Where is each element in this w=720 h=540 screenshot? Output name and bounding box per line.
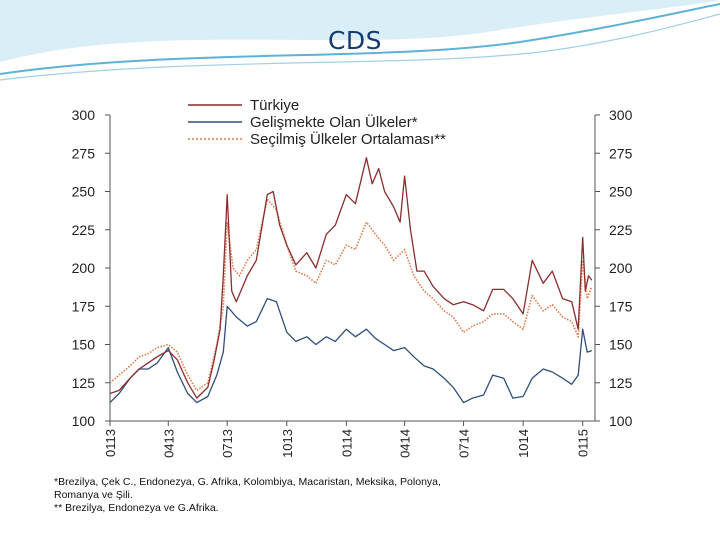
x-tick-label: 1014 bbox=[516, 429, 531, 458]
y-tick-label-right: 175 bbox=[609, 298, 633, 314]
left-y-axis: 100 125 150 175 200 225 250 275 300 bbox=[72, 107, 111, 429]
x-tick-label: 0414 bbox=[398, 429, 413, 458]
y-tick-label-left: 250 bbox=[72, 184, 96, 200]
legend-label-turkiye: Türkiye bbox=[250, 97, 299, 114]
series-line-secilmis bbox=[109, 198, 593, 392]
footnote-line-1: *Brezilya, Çek C., Endonezya, G. Afrika,… bbox=[54, 476, 441, 488]
header-swoosh-line bbox=[0, 3, 720, 75]
header-swoosh-line-2 bbox=[0, 13, 720, 81]
y-tick-label-right: 225 bbox=[609, 222, 633, 238]
y-tick-label-left: 200 bbox=[72, 260, 96, 276]
y-tick-label-left: 275 bbox=[72, 145, 96, 161]
y-tick-label-right: 125 bbox=[609, 375, 633, 391]
y-tick-label-left: 175 bbox=[72, 298, 96, 314]
x-tick-label: 0714 bbox=[457, 429, 472, 458]
x-axis: 0113 0413 0713 1013 0114 0414 0714 1014 0115 bbox=[103, 420, 595, 458]
series-lines bbox=[109, 157, 593, 404]
x-tick-label: 0115 bbox=[576, 429, 591, 457]
slide-title: CDS bbox=[327, 26, 383, 55]
x-tick-label: 1013 bbox=[280, 429, 295, 458]
y-tick-label-right: 250 bbox=[609, 184, 633, 200]
x-tick-label: 0413 bbox=[161, 429, 176, 458]
series-line-gelismekte bbox=[109, 297, 593, 404]
x-tick-label: 0114 bbox=[339, 429, 354, 457]
legend-label-secilmis: Seçilmiş Ülkeler Ortalaması** bbox=[250, 130, 446, 148]
x-tick-label: 0113 bbox=[103, 429, 118, 457]
footnote-line-3: ** Brezilya, Endonezya ve G.Afrika. bbox=[54, 502, 219, 514]
footnote-line-2: Romanya ve Şili. bbox=[54, 489, 133, 501]
y-tick-label-right: 300 bbox=[609, 107, 633, 123]
y-tick-label-left: 125 bbox=[72, 375, 96, 391]
y-tick-label-right: 275 bbox=[609, 145, 633, 161]
x-tick-label: 0713 bbox=[220, 429, 235, 458]
y-tick-label-left: 100 bbox=[72, 413, 96, 429]
y-tick-label-right: 150 bbox=[609, 337, 633, 353]
y-tick-label-right: 100 bbox=[609, 413, 633, 429]
y-tick-label-left: 150 bbox=[72, 337, 96, 353]
y-tick-label-right: 200 bbox=[609, 260, 633, 276]
header-wave-fill bbox=[0, 0, 720, 62]
slide-header-decoration bbox=[0, 0, 720, 81]
series-line-turkiye bbox=[109, 157, 593, 399]
right-y-axis: 100 125 150 175 200 225 250 275 300 bbox=[594, 107, 633, 429]
y-tick-label-left: 225 bbox=[72, 222, 96, 238]
legend-label-gelismekte: Gelişmekte Olan Ülkeler* bbox=[250, 113, 418, 131]
y-tick-label-left: 300 bbox=[72, 107, 96, 123]
